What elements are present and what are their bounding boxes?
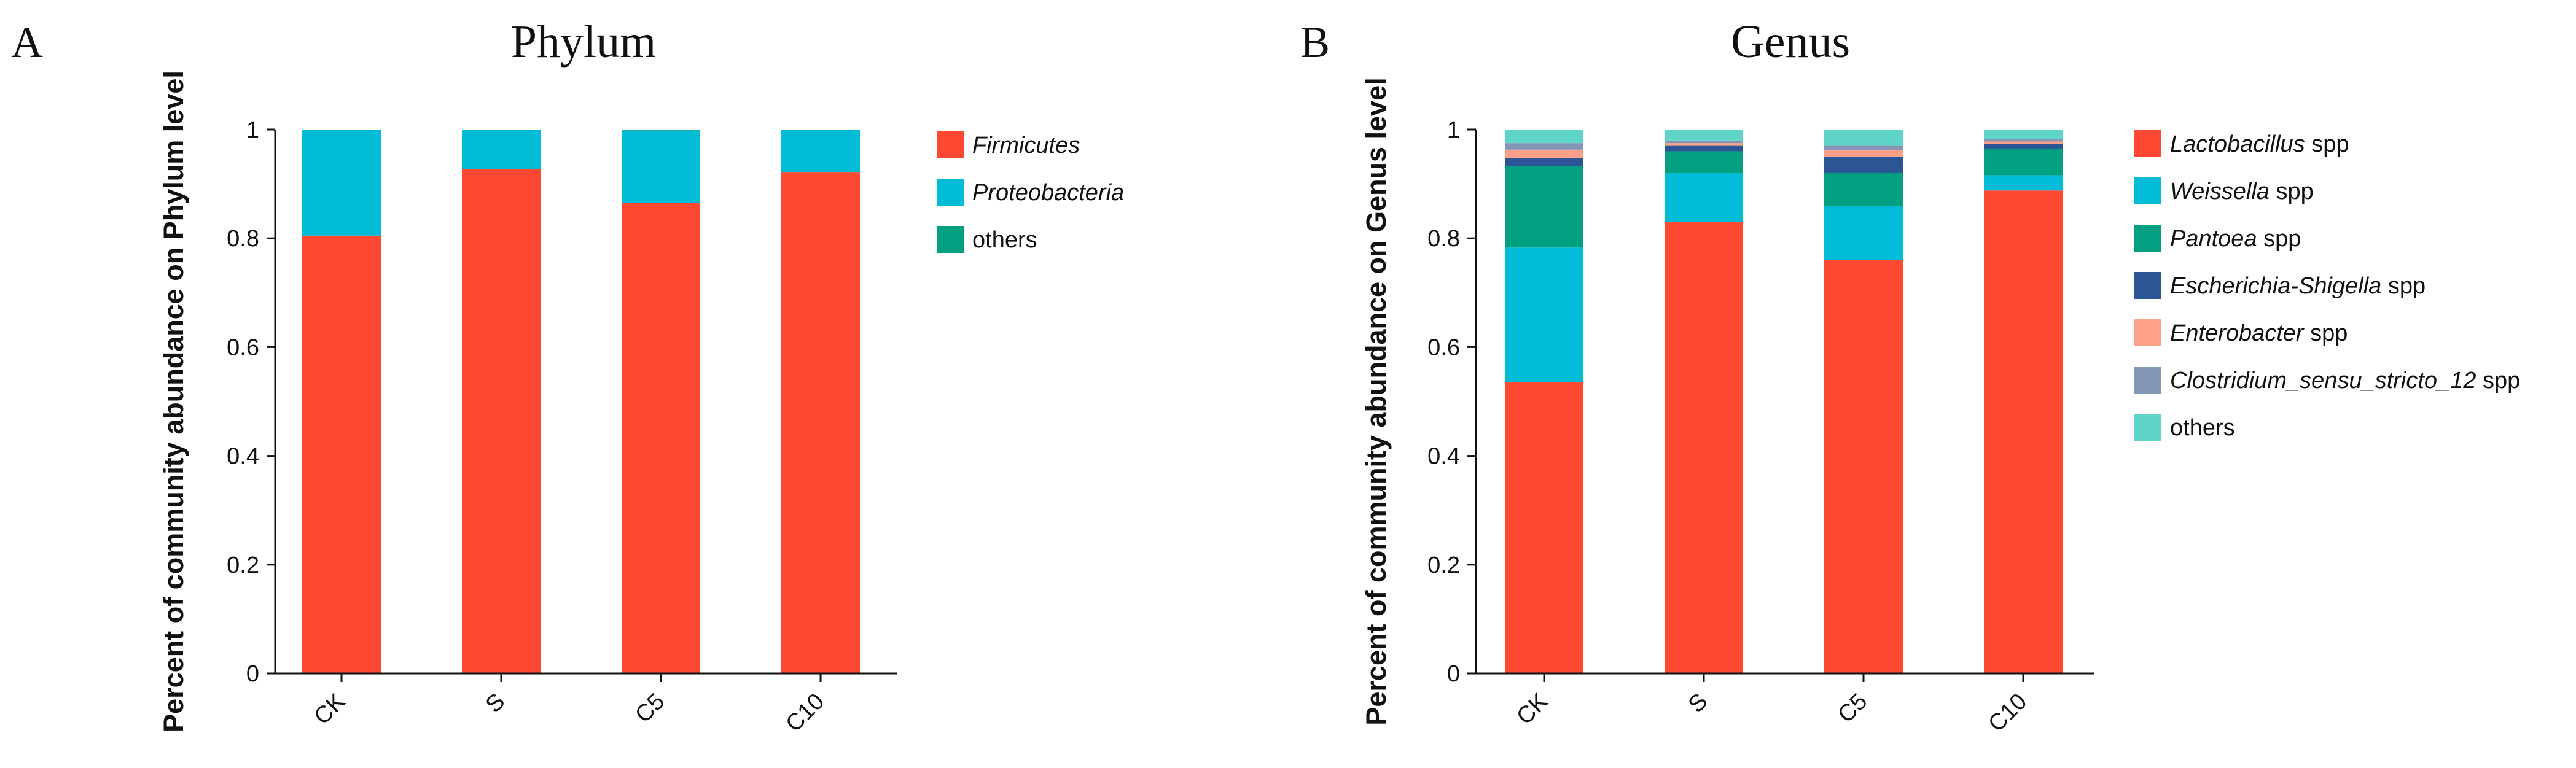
bar-segment-c5-enterobacter	[1824, 150, 1903, 157]
panel-a-phylum: A Phylum Percent of community abundance …	[11, 16, 1124, 737]
bar-segment-ck-others	[1505, 130, 1583, 144]
bar-segment-s-clostridium-sensu-stricto-12	[1665, 140, 1743, 144]
panel-a-label: A	[11, 18, 43, 67]
legend-swatch-weissella	[2134, 177, 2161, 204]
panel-a-title: Phylum	[511, 16, 657, 68]
legend-swatch-others	[937, 226, 964, 253]
bar-segment-c10-clostridium-sensu-stricto-12	[1984, 139, 2063, 142]
panel-b-title: Genus	[1731, 16, 1850, 68]
legend-label-pantoea: Pantoea spp	[2170, 226, 2301, 252]
bar-segment-s-weissella	[1665, 173, 1743, 222]
bar-segment-s-lactobacillus	[1665, 222, 1743, 673]
x-tick-label-s: S	[1684, 689, 1713, 718]
panel-a-legend: Firmicutes Proteobacteria others	[937, 131, 1124, 253]
y-tick-label: 0	[1447, 661, 1460, 687]
panel-b-ylabel: Percent of community abundance on Genus …	[1360, 77, 1392, 725]
bar-segment-c5-proteobacteria	[622, 130, 700, 203]
legend-label-proteobacteria: Proteobacteria	[972, 180, 1124, 206]
legend-swatch-firmicutes	[937, 131, 964, 158]
legend-label-others: others	[2170, 415, 2235, 441]
x-tick-label-c10: C10	[781, 689, 829, 737]
bar-segment-c10-pantoea	[1984, 149, 2063, 176]
bar-segment-s-pantoea	[1665, 151, 1743, 173]
y-tick-label: 0.6	[1427, 335, 1460, 360]
bar-segment-ck-pantoea	[1505, 166, 1583, 248]
panel-a-x-ticks: CK S C5 C10	[309, 673, 829, 737]
bar-segment-ck-firmicutes	[302, 235, 381, 673]
legend-label-enterobacter: Enterobacter spp	[2170, 320, 2348, 346]
y-tick-label: 1	[1447, 117, 1460, 143]
x-tick-label-c10: C10	[1983, 689, 2032, 737]
bar-segment-s-escherichia-shigella	[1665, 145, 1743, 152]
legend-label-others: others	[972, 227, 1037, 253]
panel-b-y-ticks: 0 0.2 0.4 0.6 0.8 1	[1427, 117, 1476, 687]
legend-swatch-clostridium-sensu-stricto-12	[2134, 367, 2161, 394]
legend-swatch-pantoea	[2134, 225, 2161, 252]
bar-segment-ck-enterobacter	[1505, 149, 1583, 158]
legend-swatch-proteobacteria	[937, 179, 964, 206]
bar-segment-s-proteobacteria	[462, 130, 541, 169]
legend-label-escherichia-shigella: Escherichia-Shigella spp	[2170, 273, 2426, 299]
legend-swatch-escherichia-shigella	[2134, 272, 2161, 299]
bar-segment-c5-weissella	[1824, 206, 1903, 260]
x-tick-label-ck: CK	[309, 689, 350, 730]
y-tick-label: 0.6	[227, 335, 259, 360]
bar-segment-ck-weissella	[1505, 247, 1583, 382]
bar-segment-c5-clostridium-sensu-stricto-12	[1824, 145, 1903, 150]
bar-segment-c10-firmicutes	[781, 172, 860, 673]
bar-segment-c5-lactobacillus	[1824, 260, 1903, 673]
bar-segment-c5-others	[622, 130, 700, 131]
y-tick-label: 1	[246, 117, 259, 143]
panel-a-y-ticks: 0 0.2 0.4 0.6 0.8 1	[227, 117, 275, 687]
bar-segment-c10-lactobacillus	[1984, 190, 2063, 673]
x-tick-label-c5: C5	[1833, 689, 1872, 728]
bar-segment-c5-firmicutes	[622, 203, 700, 673]
y-tick-label: 0.2	[227, 553, 259, 578]
panel-a-ylabel: Percent of community abundance on Phylum…	[158, 71, 189, 732]
bar-segment-c5-others	[1824, 130, 1903, 146]
legend-label-weissella: Weissella spp	[2170, 179, 2314, 204]
bar-segment-s-firmicutes	[462, 169, 541, 674]
bar-segment-c10-others	[1984, 130, 2063, 139]
bar-segment-c5-escherichia-shigella	[1824, 157, 1903, 173]
panel-b-legend: Lactobacillus spp Weissella spp Pantoea sp…	[2134, 130, 2520, 441]
panel-b-x-ticks: CK S C5 C10	[1512, 673, 2032, 737]
legend-swatch-enterobacter	[2134, 319, 2161, 346]
y-tick-label: 0.4	[1427, 444, 1460, 470]
bar-segment-c10-proteobacteria	[781, 130, 860, 173]
x-tick-label-s: S	[481, 689, 510, 718]
y-tick-label: 0.8	[1427, 226, 1460, 252]
legend-swatch-lactobacillus	[2134, 130, 2161, 157]
bar-segment-s-enterobacter	[1665, 143, 1743, 146]
panel-a-bars	[302, 130, 860, 674]
bar-segment-ck-proteobacteria	[302, 130, 381, 236]
bar-segment-c10-weissella	[1984, 175, 2063, 191]
panel-b-label: B	[1300, 18, 1330, 67]
legend-label-firmicutes: Firmicutes	[972, 133, 1080, 158]
bar-segment-c5-pantoea	[1824, 173, 1903, 206]
legend-swatch-others	[2134, 414, 2161, 441]
bar-segment-ck-lactobacillus	[1505, 382, 1583, 673]
bar-segment-c10-escherichia-shigella	[1984, 144, 2063, 149]
x-tick-label-ck: CK	[1512, 689, 1553, 730]
bar-segment-s-others	[1665, 130, 1743, 141]
x-tick-label-c5: C5	[630, 689, 669, 728]
bar-segment-ck-clostridium-sensu-stricto-12	[1505, 143, 1583, 150]
bar-segment-ck-escherichia-shigella	[1505, 158, 1583, 166]
y-tick-label: 0.2	[1427, 553, 1460, 578]
panel-b-genus: B Genus Percent of community abundance o…	[1300, 16, 2520, 737]
panel-b-bars	[1505, 130, 2063, 673]
y-tick-label: 0.8	[227, 226, 259, 252]
legend-label-lactobacillus: Lactobacillus spp	[2170, 131, 2349, 157]
bar-segment-c10-enterobacter	[1984, 141, 2063, 144]
y-tick-label: 0	[246, 661, 259, 687]
legend-label-clostridium-sensu-stricto-12: Clostridium_sensu_stricto_12 spp	[2170, 368, 2520, 394]
y-tick-label: 0.4	[227, 444, 259, 470]
